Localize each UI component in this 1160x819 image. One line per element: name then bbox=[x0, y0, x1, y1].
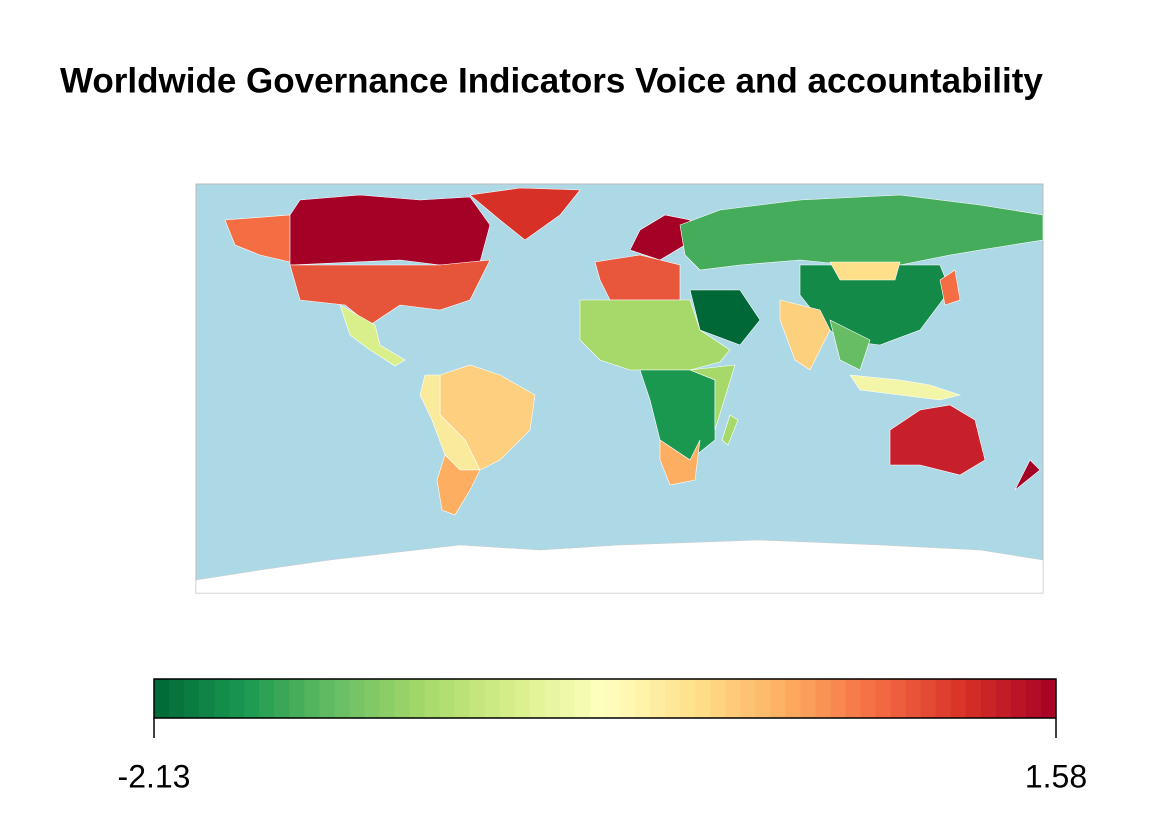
legend-swatch bbox=[589, 679, 606, 718]
legend-swatch bbox=[695, 679, 711, 718]
country bbox=[594, 254, 681, 301]
country bbox=[939, 269, 961, 306]
country bbox=[679, 194, 1044, 271]
legend-swatch bbox=[1010, 679, 1027, 718]
legend-swatch bbox=[605, 679, 621, 718]
legend-swatch bbox=[469, 679, 486, 718]
color-legend: -2.13 1.58 bbox=[118, 678, 1087, 794]
legend-swatch bbox=[770, 679, 786, 718]
legend-tick-label: -2.13 bbox=[118, 758, 191, 794]
legend-tick-label: 1.58 bbox=[1025, 758, 1087, 794]
legend-swatch bbox=[950, 679, 967, 718]
antarctica bbox=[195, 539, 1044, 594]
legend-frame bbox=[153, 678, 1057, 719]
legend-swatch bbox=[169, 679, 185, 718]
legend-swatch bbox=[830, 679, 847, 718]
country bbox=[289, 259, 491, 326]
legend-swatch bbox=[1025, 679, 1042, 718]
country bbox=[849, 374, 962, 401]
legend-swatch bbox=[319, 679, 335, 718]
legend-swatch bbox=[574, 679, 591, 718]
legend-swatch bbox=[755, 679, 771, 718]
legend-swatch bbox=[544, 679, 561, 718]
legend-swatch bbox=[740, 679, 756, 718]
legend-swatch bbox=[980, 679, 997, 718]
legend-swatch bbox=[424, 679, 441, 718]
legend-swatch bbox=[229, 679, 245, 718]
legend-swatch bbox=[304, 679, 320, 718]
map-title: Worldwide Governance Indicators Voice an… bbox=[60, 61, 1043, 100]
country bbox=[721, 414, 739, 446]
legend-swatch bbox=[514, 679, 531, 718]
legend-swatch bbox=[184, 679, 200, 718]
legend-swatch bbox=[935, 679, 952, 718]
legend-swatch bbox=[860, 679, 877, 718]
country bbox=[689, 289, 761, 346]
legend-swatch bbox=[965, 679, 982, 718]
legend-swatch bbox=[154, 679, 170, 718]
legend-swatch bbox=[890, 679, 907, 718]
legend-swatch bbox=[394, 679, 411, 718]
country bbox=[829, 319, 871, 371]
legend-swatch bbox=[499, 679, 516, 718]
legend-swatch bbox=[439, 679, 456, 718]
legend-swatch bbox=[1040, 679, 1057, 718]
legend-swatch bbox=[680, 679, 696, 718]
legend-swatch bbox=[665, 679, 681, 718]
country bbox=[289, 194, 491, 266]
world-map bbox=[195, 183, 1044, 594]
legend-swatch bbox=[409, 679, 426, 718]
legend-swatch bbox=[725, 679, 741, 718]
legend-swatch bbox=[559, 679, 576, 718]
legend-swatch bbox=[529, 679, 546, 718]
legend-swatch bbox=[349, 679, 365, 718]
legend-swatch bbox=[484, 679, 501, 718]
country bbox=[436, 454, 481, 516]
country bbox=[889, 404, 986, 476]
legend-swatch bbox=[214, 679, 230, 718]
country bbox=[829, 261, 901, 281]
country bbox=[1014, 459, 1041, 491]
legend-swatch bbox=[289, 679, 305, 718]
legend-swatch bbox=[800, 679, 816, 718]
legend-swatch bbox=[244, 679, 260, 718]
legend-swatch bbox=[995, 679, 1012, 718]
legend-swatch bbox=[199, 679, 215, 718]
country bbox=[689, 364, 736, 431]
legend-swatch bbox=[875, 679, 892, 718]
legend-swatch bbox=[845, 679, 862, 718]
legend-swatch bbox=[379, 679, 396, 718]
legend-swatch bbox=[815, 679, 831, 718]
legend-swatch bbox=[259, 679, 275, 718]
legend-swatch bbox=[785, 679, 801, 718]
legend-swatch bbox=[274, 679, 290, 718]
legend-swatch bbox=[650, 679, 666, 718]
legend-swatch bbox=[334, 679, 350, 718]
country bbox=[659, 439, 701, 486]
legend-swatch bbox=[620, 679, 636, 718]
legend-swatch bbox=[905, 679, 922, 718]
country bbox=[469, 187, 581, 241]
legend-swatch bbox=[364, 679, 380, 718]
country bbox=[224, 214, 291, 263]
legend-swatch bbox=[920, 679, 937, 718]
country bbox=[779, 299, 831, 371]
legend-swatch bbox=[635, 679, 651, 718]
legend-swatch bbox=[454, 679, 471, 718]
legend-swatch bbox=[710, 679, 726, 718]
country bbox=[339, 304, 406, 367]
